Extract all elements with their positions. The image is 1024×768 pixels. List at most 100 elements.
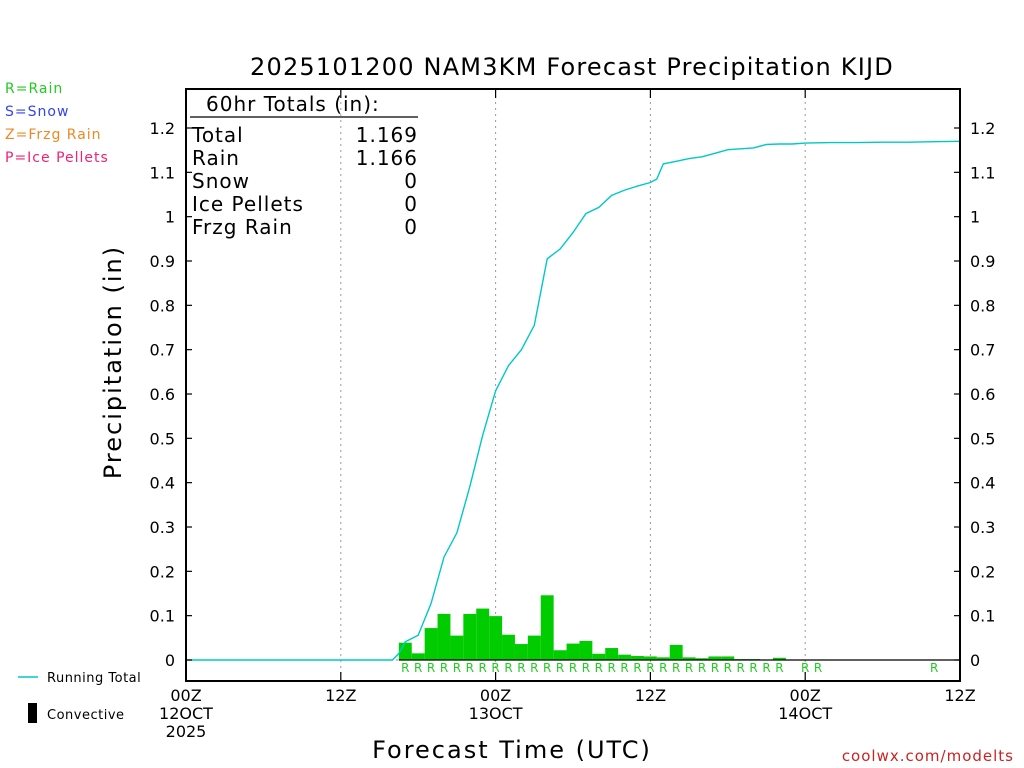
totals-header: 60hr Totals (in): — [206, 92, 380, 116]
totals-value-rain: 1.166 — [356, 146, 418, 170]
bar — [579, 640, 593, 660]
y-tick-label-right: 1.2 — [970, 119, 995, 138]
x-tick-label: 12Z — [635, 686, 666, 705]
y-tick-label: 0 — [165, 651, 175, 670]
y-tick-label: 1.2 — [150, 119, 175, 138]
credit-link[interactable]: coolwx.com/modelts — [842, 747, 1014, 765]
precip-type-mark: R — [633, 661, 641, 675]
totals-label-ice-pellets: Ice Pellets — [192, 192, 304, 216]
y-tick-label-right: 0.7 — [970, 341, 995, 360]
precip-type-mark: R — [504, 661, 512, 675]
bar — [643, 656, 657, 660]
bar — [566, 643, 580, 660]
x-tick-label: 14OCT — [778, 704, 832, 723]
y-tick-label-right: 1 — [970, 208, 980, 227]
precip-type-mark: R — [427, 661, 435, 675]
precip-type-mark: R — [801, 661, 809, 675]
x-tick-label: 00Z — [480, 686, 511, 705]
precip-type-mark: R — [762, 661, 770, 675]
precip-type-mark: R — [698, 661, 706, 675]
y-tick-label: 0.4 — [150, 474, 175, 493]
precip-type-mark: R — [414, 661, 422, 675]
totals-label-total: Total — [191, 123, 244, 147]
y-tick-label: 0.2 — [150, 562, 175, 581]
bar — [605, 648, 619, 660]
chart-title: 2025101200 NAM3KM Forecast Precipitation… — [250, 53, 894, 81]
y-tick-label-right: 0 — [970, 651, 980, 670]
bar — [527, 635, 541, 660]
bar — [721, 656, 735, 660]
y-tick-label-right: 0.8 — [970, 296, 995, 315]
precip-type-mark: R — [517, 661, 525, 675]
bar — [708, 656, 722, 660]
precip-type-mark: R — [775, 661, 783, 675]
totals-value-frzg-rain: 0 — [404, 215, 418, 239]
precip-type-mark: R — [595, 661, 603, 675]
legend-frzg-rain: Z=Frzg Rain — [5, 127, 102, 143]
bar — [553, 650, 567, 660]
totals-label-snow: Snow — [192, 169, 250, 193]
y-tick-label-right: 0.2 — [970, 562, 995, 581]
y-tick-label-right: 1.1 — [970, 163, 995, 182]
plot-frame — [185, 88, 961, 682]
precip-type-mark: R — [814, 661, 822, 675]
precip-type-mark: R — [491, 661, 499, 675]
x-tick-label: 2025 — [166, 722, 207, 741]
precip-type-mark: R — [582, 661, 590, 675]
bar-series — [398, 595, 786, 660]
y-tick-label: 1.1 — [150, 163, 175, 182]
bar — [424, 628, 438, 660]
bar — [540, 595, 554, 660]
precip-type-mark: R — [685, 661, 693, 675]
bar — [772, 657, 786, 660]
precip-type-mark: R — [569, 661, 577, 675]
bar — [695, 658, 709, 660]
precip-type-mark: R — [930, 661, 938, 675]
y-tick-label: 1 — [165, 208, 175, 227]
precip-type-mark: R — [737, 661, 745, 675]
legend-ice-pellets: P=Ice Pellets — [5, 150, 109, 166]
bar — [514, 644, 528, 660]
y-tick-label-right: 0.4 — [970, 474, 995, 493]
totals-box: 60hr Totals (in): Total 1.169 Rain 1.166… — [190, 92, 418, 239]
y-tick-label: 0.9 — [150, 252, 175, 271]
precip-type-mark: R — [479, 661, 487, 675]
y-tick-label-right: 0.6 — [970, 385, 995, 404]
bar — [489, 616, 503, 660]
x-tick-label: 12OCT — [159, 704, 213, 723]
totals-value-snow: 0 — [404, 169, 418, 193]
x-axis-label: Forecast Time (UTC) — [372, 736, 652, 764]
convective-legend-label: Convective — [47, 708, 125, 723]
bar — [437, 613, 451, 660]
precip-type-mark: R — [530, 661, 538, 675]
precip-type-mark: R — [672, 661, 680, 675]
totals-label-rain: Rain — [192, 146, 240, 170]
legend-snow: S=Snow — [5, 104, 70, 120]
bar — [476, 608, 490, 660]
precip-type-mark: R — [401, 661, 409, 675]
x-tick-label: 12Z — [325, 686, 356, 705]
y-axis-ticks: 0 00.1 0.10.2 0.20.3 0.30.4 0.40.5 0.50.6 0.60.… — [150, 119, 996, 670]
precip-type-mark: R — [453, 661, 461, 675]
y-tick-label: 0.5 — [150, 429, 175, 448]
y-tick-label-right: 0.1 — [970, 607, 995, 626]
bar — [411, 653, 425, 660]
running-total-legend-label: Running Total — [47, 671, 141, 686]
precip-type-mark: R — [620, 661, 628, 675]
bar — [450, 635, 464, 660]
bar — [656, 657, 670, 660]
bar — [618, 654, 632, 660]
totals-value-total: 1.169 — [356, 123, 418, 147]
y-tick-label-right: 0.3 — [970, 518, 995, 537]
y-tick-label: 0.3 — [150, 518, 175, 537]
convective-swatch — [28, 703, 37, 723]
legend-rain: R=Rain — [5, 81, 64, 97]
y-tick-label-right: 0.9 — [970, 252, 995, 271]
totals-value-ice-pellets: 0 — [404, 192, 418, 216]
x-tick-label: 13OCT — [469, 704, 523, 723]
precip-type-mark: R — [608, 661, 616, 675]
bar — [631, 656, 644, 660]
